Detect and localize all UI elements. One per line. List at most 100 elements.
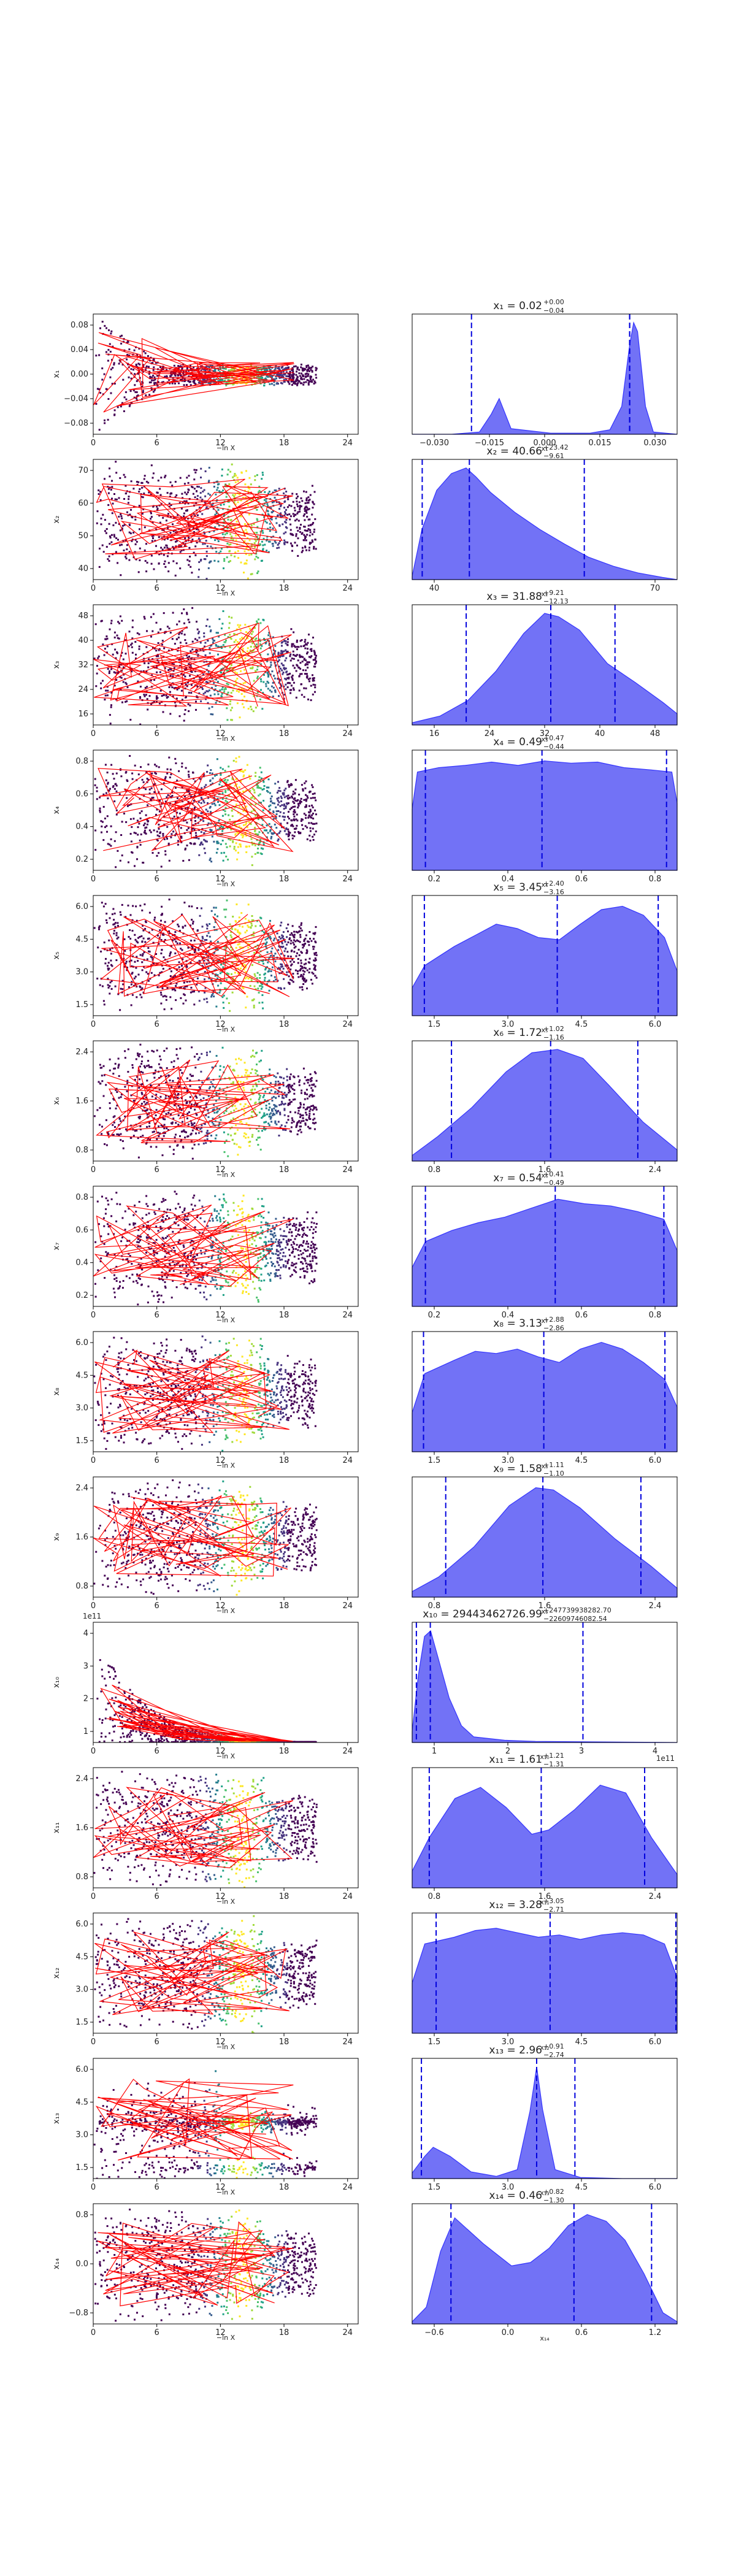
scatter-point — [172, 372, 175, 374]
scatter-point — [205, 506, 208, 508]
scatter-point — [171, 1008, 173, 1010]
scatter-point — [156, 695, 158, 697]
scatter-point — [312, 533, 313, 535]
scatter-point — [289, 797, 291, 799]
scatter-point — [233, 641, 236, 643]
scatter-point — [281, 382, 283, 385]
scatter-point — [153, 358, 155, 360]
scatter-point — [145, 480, 148, 483]
scatter-point — [270, 826, 272, 828]
scatter-point — [172, 830, 175, 833]
scatter-point — [313, 822, 316, 825]
scatter-point — [193, 1127, 195, 1129]
x-tick-label: 32 — [540, 729, 550, 738]
scatter-point — [196, 490, 197, 493]
scatter-point — [287, 375, 289, 378]
scatter-point — [140, 833, 142, 835]
scatter-point — [295, 955, 297, 957]
scatter-point — [139, 547, 141, 550]
scatter-point — [136, 819, 139, 822]
scatter-point — [266, 941, 268, 943]
scatter-point — [110, 838, 112, 840]
scatter-point — [99, 984, 101, 986]
scatter-point — [168, 379, 171, 381]
scatter-point — [230, 664, 232, 666]
scatter-point — [259, 984, 262, 987]
scatter-point — [196, 930, 199, 932]
scatter-point — [312, 366, 314, 368]
scatter-point — [116, 937, 118, 940]
scatter-point — [148, 829, 151, 832]
scatter-point — [218, 1075, 221, 1078]
scatter-point — [283, 789, 286, 792]
scatter-point — [149, 375, 151, 378]
scatter-point — [312, 637, 314, 638]
scatter-point — [142, 370, 144, 373]
scatter-point — [305, 669, 307, 672]
scatter-point — [281, 652, 283, 654]
scatter-point — [228, 543, 231, 546]
scatter-point — [138, 633, 140, 635]
scatter-point — [121, 701, 123, 703]
scatter-point — [250, 823, 252, 826]
scatter-point — [309, 543, 311, 545]
scatter-point — [216, 499, 218, 501]
scatter-point — [305, 512, 308, 514]
scatter-point — [186, 656, 189, 659]
scatter-point — [205, 808, 207, 811]
scatter-point — [240, 780, 242, 783]
scatter-point — [270, 970, 272, 972]
scatter-point — [285, 802, 288, 805]
scatter-point — [107, 558, 109, 561]
scatter-point — [248, 845, 250, 848]
scatter-point — [150, 554, 153, 557]
scatter-point — [279, 654, 282, 657]
scatter-point — [131, 651, 134, 654]
scatter-point — [161, 643, 163, 646]
scatter-point — [223, 560, 226, 562]
scatter-point — [131, 973, 133, 975]
scatter-point — [283, 1109, 286, 1111]
scatter-point — [236, 858, 239, 861]
scatter-point — [302, 983, 305, 985]
scatter-point — [163, 563, 166, 565]
scatter-point — [137, 362, 140, 365]
y-tick-label: 1.5 — [75, 1000, 88, 1010]
scatter-point — [306, 952, 309, 954]
scatter-point — [107, 488, 110, 490]
scatter-point — [235, 683, 237, 685]
scatter-point — [243, 523, 246, 525]
scatter-point — [277, 653, 280, 655]
scatter-point — [141, 1083, 144, 1085]
scatter-point — [194, 670, 196, 673]
scatter-point — [101, 321, 104, 323]
x-tick-label: 0 — [91, 875, 96, 884]
scatter-point — [213, 840, 215, 843]
scatter-point — [258, 1002, 261, 1004]
scatter-point — [148, 394, 151, 396]
scatter-point — [129, 938, 132, 940]
scatter-point — [234, 378, 236, 380]
scatter-point — [126, 358, 128, 361]
scatter-point — [293, 667, 296, 669]
scatter-point — [236, 521, 238, 523]
scatter-point — [312, 674, 313, 677]
scatter-point — [121, 991, 123, 994]
scatter-point — [223, 673, 225, 676]
scatter-point — [160, 1002, 163, 1005]
scatter-point — [269, 937, 272, 940]
scatter-point — [229, 659, 231, 662]
scatter-point — [309, 680, 310, 683]
scatter-point — [131, 965, 133, 967]
scatter-point — [169, 675, 172, 677]
scatter-point — [298, 372, 301, 375]
scatter-point — [306, 795, 309, 797]
scatter-point — [308, 634, 310, 636]
x-tick-label: 0 — [91, 439, 96, 448]
scatter-point — [285, 651, 288, 653]
scatter-point — [217, 380, 220, 382]
scatter-point — [251, 381, 253, 383]
scatter-point — [275, 1081, 277, 1083]
scatter-point — [127, 363, 129, 366]
